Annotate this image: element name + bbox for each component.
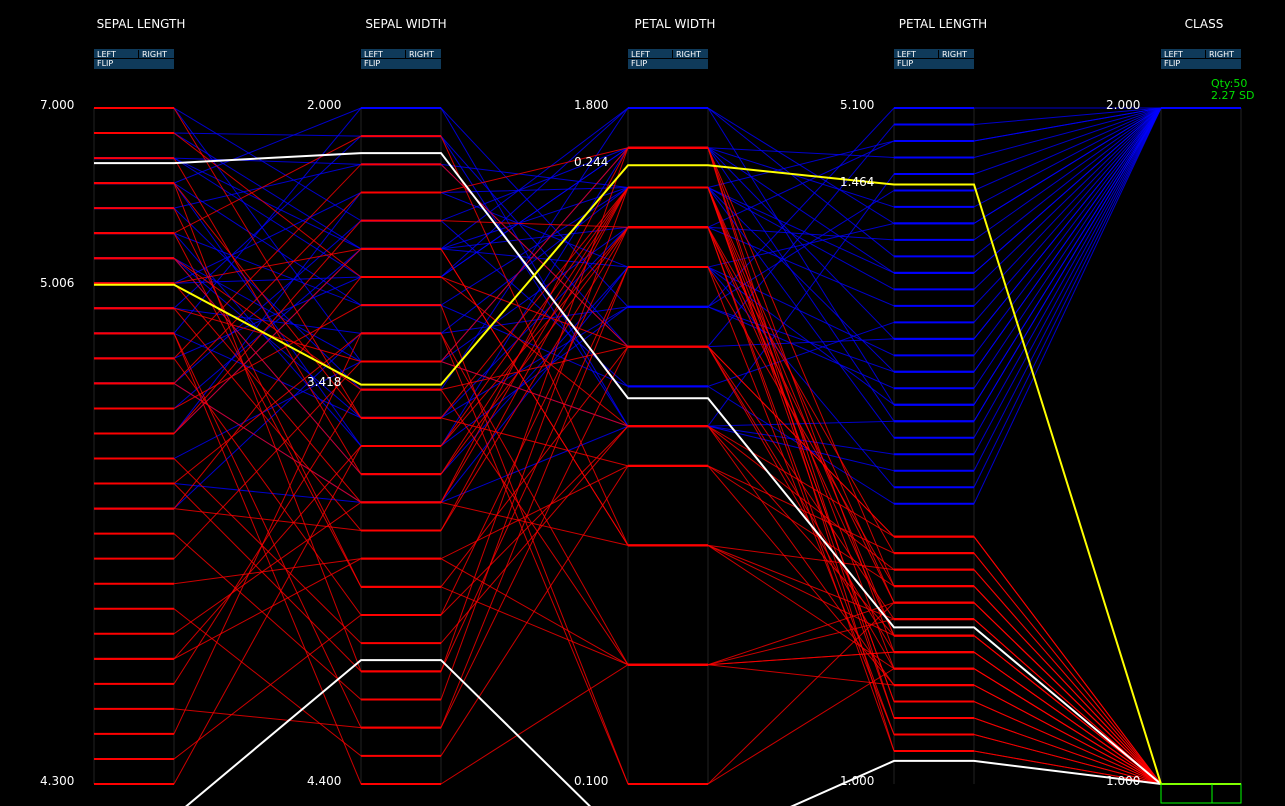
data-line bbox=[94, 107, 1241, 460]
axis-mean-petal-length: 1.464 bbox=[840, 175, 875, 189]
data-line bbox=[94, 107, 1241, 278]
axis-max-sepal-length: 7.000 bbox=[40, 98, 75, 112]
data-line bbox=[94, 182, 1241, 785]
axis-mean-sepal-length: 5.006 bbox=[40, 276, 75, 290]
class-selection-box bbox=[1160, 783, 1242, 804]
move-left-button[interactable]: LEFT bbox=[1164, 50, 1183, 59]
data-line bbox=[94, 382, 1241, 785]
flip-button[interactable]: FLIP bbox=[364, 59, 381, 68]
axis-mean-petal-width: 0.244 bbox=[574, 155, 609, 169]
data-line bbox=[94, 107, 1241, 406]
axis-min-sepal-length: 4.300 bbox=[40, 774, 75, 788]
axis-max-petal-length: 5.100 bbox=[840, 98, 875, 112]
move-left-button[interactable]: LEFT bbox=[897, 50, 916, 59]
selection-sd: 2.27 SD bbox=[1211, 89, 1255, 102]
axis-title-petal-width: PETAL WIDTH bbox=[634, 17, 716, 31]
data-line bbox=[94, 226, 1241, 785]
data-line bbox=[94, 107, 1241, 503]
flip-button[interactable]: FLIP bbox=[631, 59, 648, 68]
selection-count: Qty:50 bbox=[1211, 77, 1248, 90]
axis-controls-sepal-width: LEFT RIGHT FLIP bbox=[361, 49, 441, 69]
axis-max-class: 2.000 bbox=[1106, 98, 1141, 112]
sd-band-lower-line bbox=[94, 152, 1241, 785]
data-line bbox=[94, 107, 1241, 409]
data-line bbox=[94, 361, 1241, 785]
axis-mean-sepal-width: 3.418 bbox=[307, 375, 342, 389]
data-line bbox=[94, 163, 1241, 785]
data-line bbox=[94, 332, 1241, 785]
axis-controls-class: LEFT RIGHT FLIP bbox=[1161, 49, 1241, 69]
data-line bbox=[94, 425, 1241, 785]
axis-min-sepal-width: 4.400 bbox=[307, 774, 342, 788]
axis-min-petal-width: 0.100 bbox=[574, 774, 609, 788]
data-line bbox=[94, 332, 1241, 785]
data-line bbox=[94, 107, 1241, 785]
move-left-button[interactable]: LEFT bbox=[364, 50, 383, 59]
axis-controls-petal-length: LEFT RIGHT FLIP bbox=[894, 49, 974, 69]
data-line bbox=[94, 558, 1241, 785]
data-line bbox=[94, 389, 1241, 785]
data-line bbox=[94, 107, 1241, 387]
move-right-button[interactable]: RIGHT bbox=[1205, 50, 1234, 59]
axis-title-sepal-length: SEPAL LENGTH bbox=[96, 17, 186, 31]
data-line bbox=[94, 226, 1241, 785]
axis-max-sepal-width: 2.000 bbox=[307, 98, 342, 112]
axis-title-sepal-width: SEPAL WIDTH bbox=[365, 17, 447, 31]
data-line bbox=[94, 465, 1241, 785]
data-line bbox=[94, 465, 1241, 785]
data-line bbox=[94, 107, 1241, 503]
data-line bbox=[94, 332, 1241, 785]
move-left-button[interactable]: LEFT bbox=[631, 50, 650, 59]
data-line bbox=[94, 425, 1241, 785]
data-line bbox=[94, 220, 1241, 785]
sd-band-upper-line bbox=[185, 659, 1241, 806]
move-right-button[interactable]: RIGHT bbox=[138, 50, 167, 59]
axis-min-class: 1.000 bbox=[1106, 774, 1141, 788]
axis-title-petal-length: PETAL LENGTH bbox=[898, 17, 988, 31]
mean-line bbox=[94, 164, 1241, 785]
move-right-button[interactable]: RIGHT bbox=[938, 50, 967, 59]
data-line bbox=[94, 157, 1241, 785]
data-line bbox=[94, 107, 1241, 422]
data-line bbox=[94, 232, 1241, 785]
axis-max-petal-width: 1.800 bbox=[574, 98, 609, 112]
data-line bbox=[94, 107, 1241, 510]
move-left-button[interactable]: LEFT bbox=[97, 50, 116, 59]
axis-controls-sepal-length: LEFT RIGHT FLIP bbox=[94, 49, 174, 69]
flip-button[interactable]: FLIP bbox=[97, 59, 114, 68]
flip-button[interactable]: FLIP bbox=[1164, 59, 1181, 68]
data-line bbox=[94, 332, 1241, 785]
data-line bbox=[94, 107, 1241, 306]
axis-controls-petal-width: LEFT RIGHT FLIP bbox=[628, 49, 708, 69]
flip-button[interactable]: FLIP bbox=[897, 59, 914, 68]
move-right-button[interactable]: RIGHT bbox=[672, 50, 701, 59]
data-line bbox=[94, 226, 1241, 785]
axis-min-petal-length: 1.000 bbox=[840, 774, 875, 788]
move-right-button[interactable]: RIGHT bbox=[405, 50, 434, 59]
axis-title-class: CLASS bbox=[1184, 17, 1224, 31]
